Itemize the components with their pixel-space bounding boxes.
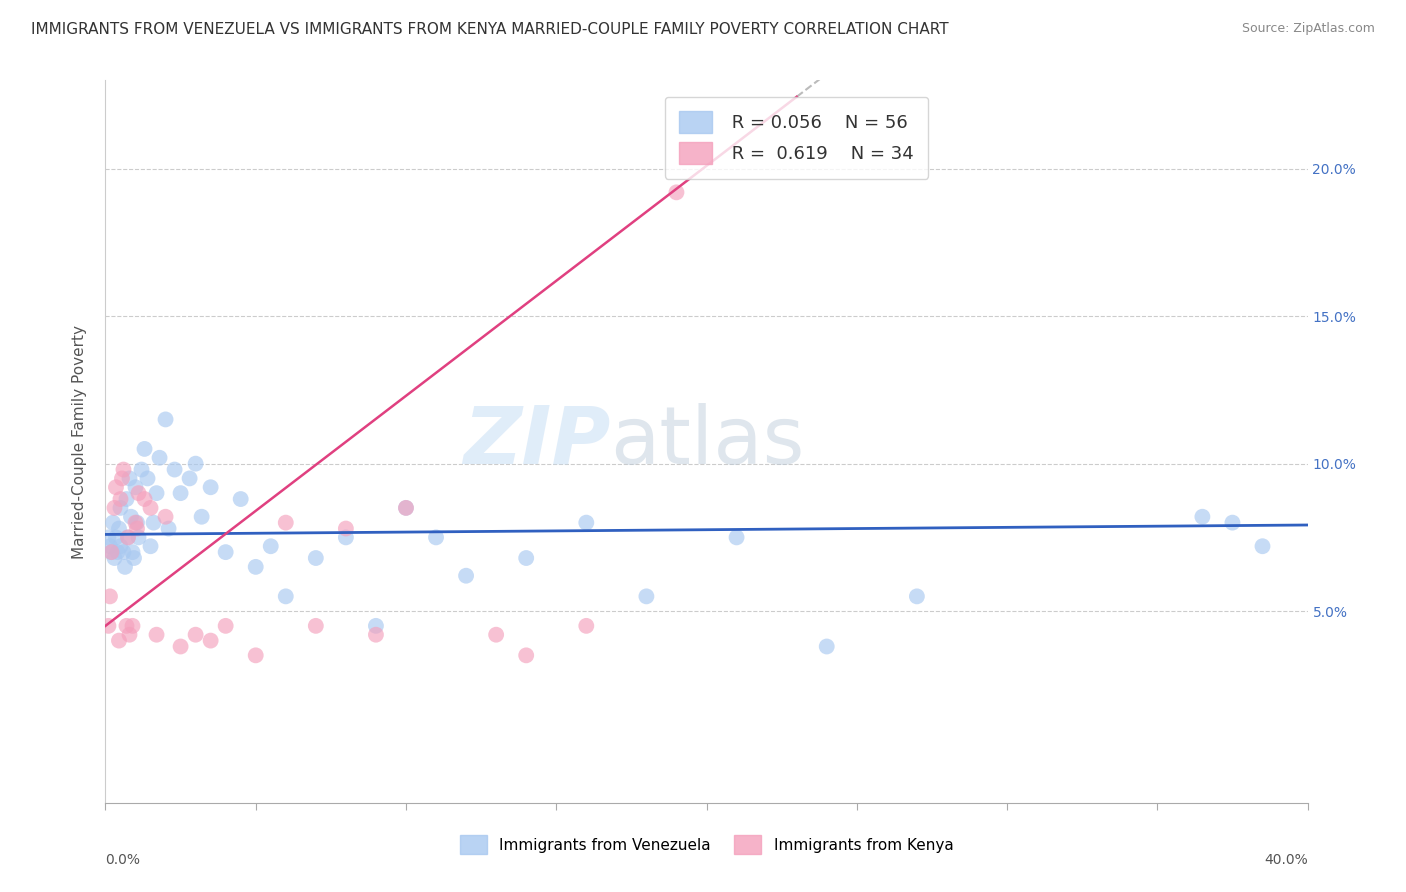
Point [200, 480, 222, 494]
Point [115, 491, 138, 506]
Point [515, 551, 537, 566]
Point [103, 551, 125, 566]
Point [456, 568, 478, 582]
Point [131, 462, 153, 476]
Point [98, 590, 121, 604]
Point [110, 491, 132, 506]
Point [245, 560, 267, 574]
Point [125, 516, 148, 530]
Point [636, 590, 658, 604]
Point [112, 462, 135, 476]
Point [155, 412, 177, 426]
Point [184, 457, 207, 471]
Point [101, 516, 124, 530]
Point [100, 545, 122, 559]
Point [200, 633, 222, 648]
Legend: Immigrants from Venezuela, Immigrants from Kenya: Immigrants from Venezuela, Immigrants fr… [454, 830, 959, 860]
Point [1222, 516, 1244, 530]
Y-axis label: Married-Couple Family Poverty: Married-Couple Family Poverty [72, 325, 87, 558]
Text: Source: ZipAtlas.com: Source: ZipAtlas.com [1241, 22, 1375, 36]
Point [104, 480, 127, 494]
Point [112, 545, 135, 559]
Point [214, 619, 236, 633]
Point [121, 619, 143, 633]
Point [305, 551, 328, 566]
Point [122, 551, 145, 566]
Point [148, 450, 170, 465]
Point [364, 628, 387, 642]
Point [108, 522, 131, 536]
Point [214, 545, 236, 559]
Point [111, 471, 134, 485]
Point [190, 509, 212, 524]
Point [364, 619, 387, 633]
Point [124, 480, 146, 494]
Point [229, 491, 252, 506]
Point [274, 590, 297, 604]
Point [515, 648, 537, 663]
Text: IMMIGRANTS FROM VENEZUELA VS IMMIGRANTS FROM KENYA MARRIED-COUPLE FAMILY POVERTY: IMMIGRANTS FROM VENEZUELA VS IMMIGRANTS … [31, 22, 949, 37]
Point [142, 516, 165, 530]
Point [245, 648, 267, 663]
Point [110, 539, 132, 553]
Point [335, 530, 357, 544]
Point [110, 500, 132, 515]
Point [575, 619, 598, 633]
Point [1251, 539, 1274, 553]
Text: ZIP: ZIP [463, 402, 610, 481]
Point [575, 516, 598, 530]
Point [121, 545, 143, 559]
Point [139, 500, 162, 515]
Point [905, 590, 928, 604]
Point [125, 522, 148, 536]
Point [136, 471, 159, 485]
Point [260, 539, 283, 553]
Point [108, 633, 131, 648]
Point [395, 500, 418, 515]
Point [103, 500, 125, 515]
Point [134, 442, 156, 456]
Point [1191, 509, 1213, 524]
Point [118, 471, 141, 485]
Point [100, 545, 122, 559]
Point [665, 186, 688, 200]
Point [184, 628, 207, 642]
Point [120, 509, 142, 524]
Point [107, 545, 129, 559]
Point [134, 491, 156, 506]
Point [145, 628, 167, 642]
Point [118, 628, 141, 642]
Point [128, 486, 150, 500]
Point [179, 471, 201, 485]
Text: 40.0%: 40.0% [1264, 854, 1308, 867]
Point [155, 509, 177, 524]
Point [274, 516, 297, 530]
Point [128, 530, 150, 544]
Point [815, 640, 838, 654]
Point [139, 539, 162, 553]
Point [395, 500, 418, 515]
Point [163, 462, 186, 476]
Point [104, 530, 127, 544]
Point [97, 619, 120, 633]
Text: atlas: atlas [610, 402, 804, 481]
Point [157, 522, 180, 536]
Point [117, 530, 139, 544]
Point [169, 486, 191, 500]
Point [335, 522, 357, 536]
Point [115, 619, 138, 633]
Point [305, 619, 328, 633]
Text: 0.0%: 0.0% [105, 854, 141, 867]
Point [485, 628, 508, 642]
Point [145, 486, 167, 500]
Point [425, 530, 447, 544]
Point [117, 530, 139, 544]
Point [124, 516, 146, 530]
Point [725, 530, 748, 544]
Point [98, 539, 121, 553]
Point [169, 640, 191, 654]
Point [97, 530, 120, 544]
Point [114, 560, 136, 574]
